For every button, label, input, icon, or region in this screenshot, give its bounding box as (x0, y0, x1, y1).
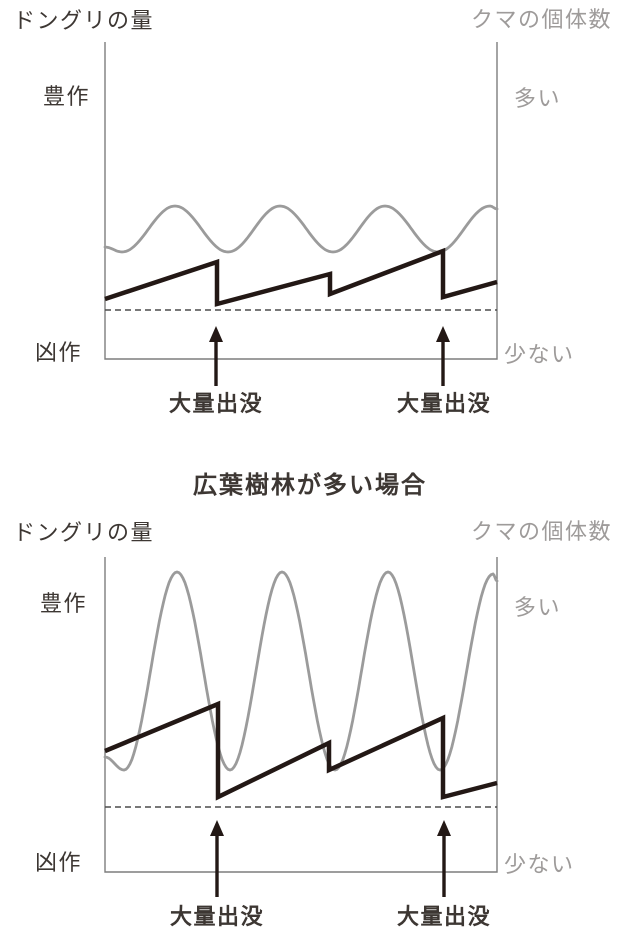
mass-appearance-arrow-head (437, 820, 451, 836)
mass-appearance-arrow-head (210, 820, 224, 836)
axes-frame (104, 557, 498, 873)
upper-good-harvest-label: 豊作 (43, 84, 91, 109)
acorn-sawtooth-line (104, 247, 498, 307)
lower-many-label: 多い (514, 595, 562, 620)
upper-few-label: 少ない (504, 342, 575, 367)
axes-frame (104, 42, 498, 360)
upper-mass-appearance-label-1: 大量出没 (168, 391, 263, 416)
lower-mass-appearance-label-1: 大量出没 (169, 904, 264, 929)
lower-left-axis-title: ドングリの量 (13, 520, 155, 545)
upper-mass-appearance-label-2: 大量出没 (396, 391, 491, 416)
upper-bad-harvest-label: 凶作 (35, 340, 83, 365)
upper-chart (103, 42, 499, 386)
lower-good-harvest-label: 豊作 (40, 591, 88, 616)
lower-right-axis-title: クマの個体数 (470, 519, 612, 544)
lower-chart-broadleaf-case (103, 557, 499, 897)
mass-appearance-arrow-head (436, 326, 450, 342)
lower-chart-title: 広葉樹林が多い場合 (193, 472, 427, 499)
lower-few-label: 少ない (504, 852, 575, 877)
bear-population-wave (103, 570, 499, 772)
mass-appearance-arrow-head (209, 326, 223, 342)
acorn-sawtooth-line (104, 700, 498, 801)
upper-right-axis-title: クマの個体数 (470, 7, 612, 32)
bear-population-wave (103, 204, 499, 254)
lower-mass-appearance-label-2: 大量出没 (396, 904, 491, 929)
upper-many-label: 多い (514, 86, 562, 111)
lower-bad-harvest-label: 凶作 (35, 850, 83, 875)
upper-left-axis-title: ドングリの量 (13, 8, 155, 33)
